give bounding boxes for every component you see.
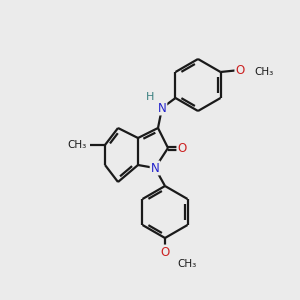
Text: CH₃: CH₃ — [177, 259, 196, 269]
Text: O: O — [236, 64, 244, 76]
Text: H: H — [146, 92, 154, 102]
Text: CH₃: CH₃ — [254, 67, 273, 77]
Text: O: O — [160, 245, 169, 259]
Text: O: O — [177, 142, 187, 154]
Text: N: N — [151, 161, 159, 175]
Text: N: N — [158, 101, 166, 115]
Text: CH₃: CH₃ — [68, 140, 87, 150]
